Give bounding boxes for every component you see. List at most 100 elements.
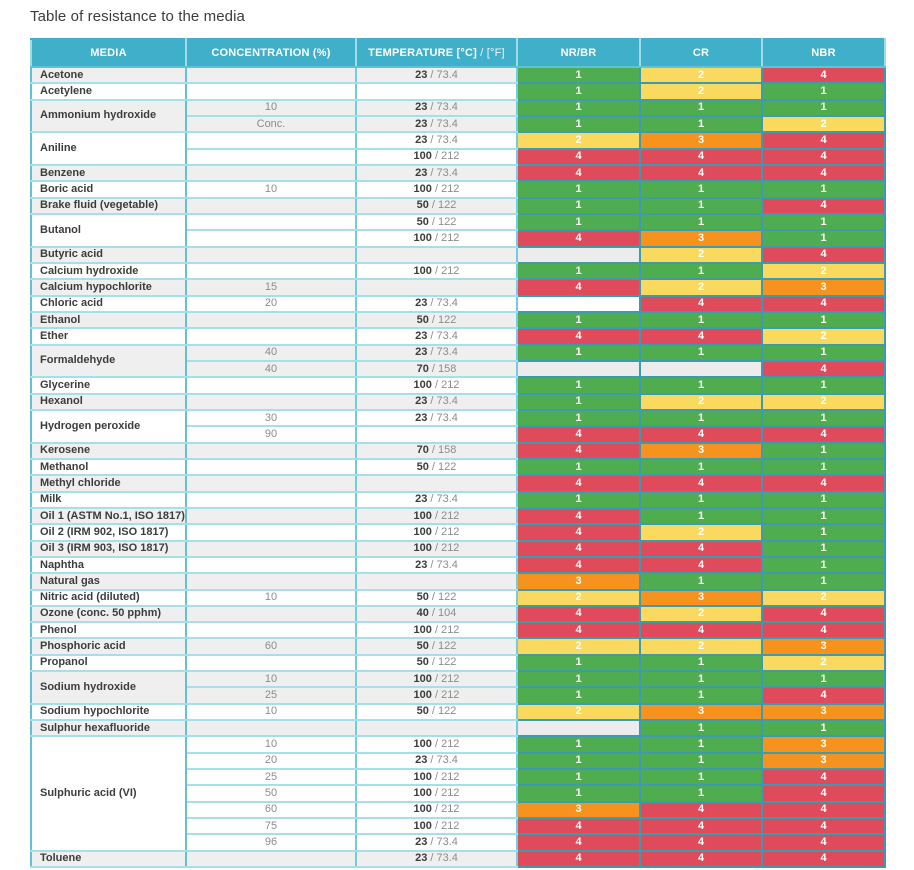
rating-cell-cr: 1 bbox=[639, 98, 763, 118]
rating-cell-cr: 1 bbox=[639, 506, 763, 526]
table-row: 20 23 / 73.4 1 1 3 bbox=[31, 751, 886, 771]
rating-cell-nr-br: 2 bbox=[516, 637, 641, 656]
concentration-cell bbox=[185, 621, 357, 640]
concentration-cell bbox=[185, 572, 357, 591]
temperature-cell bbox=[355, 245, 518, 264]
table-row: Methyl chloride 4 4 4 bbox=[30, 474, 886, 493]
rating-cell-nbr: 4 bbox=[761, 686, 886, 705]
temperature-cell: 100 / 212 bbox=[355, 784, 518, 803]
concentration-cell: 60 bbox=[185, 800, 357, 820]
rating-cell-cr: 3 bbox=[639, 229, 763, 248]
temperature-cell: 23 / 73.4 bbox=[355, 849, 518, 869]
rating-cell-nbr: 4 bbox=[761, 294, 886, 313]
media-cell: Ammonium hydroxide bbox=[30, 98, 187, 134]
media-cell: Natural gas bbox=[30, 572, 187, 591]
rating-cell-cr: 1 bbox=[639, 196, 763, 215]
table-row: Chloric acid 20 23 / 73.4 4 4 bbox=[30, 294, 886, 313]
media-cell: Boric acid bbox=[30, 180, 187, 199]
rating-cell-nr-br: 2 bbox=[516, 588, 641, 607]
rating-cell-nr-br: 1 bbox=[516, 65, 641, 85]
rating-cell-nbr: 1 bbox=[761, 490, 886, 509]
temperature-cell: 23 / 73.4 bbox=[355, 294, 518, 313]
concentration-cell: 40 bbox=[185, 359, 357, 379]
rating-cell-nbr: 1 bbox=[761, 98, 886, 118]
rating-cell-nr-br: 1 bbox=[516, 180, 641, 199]
rating-cell-nr-br: 4 bbox=[516, 539, 641, 558]
media-cell: Methyl chloride bbox=[30, 474, 187, 493]
temperature-cell: 100 / 212 bbox=[355, 621, 518, 640]
concentration-cell: 10 bbox=[185, 670, 357, 689]
temperature-cell: 23 / 73.4 bbox=[355, 131, 518, 150]
resistance-table: MEDIA CONCENTRATION (%) TEMPERATURE [°C]… bbox=[30, 38, 886, 869]
rating-cell-nbr: 4 bbox=[761, 359, 886, 379]
rating-cell-cr: 1 bbox=[639, 719, 763, 738]
rating-cell-nbr: 3 bbox=[761, 637, 886, 656]
rating-cell-cr: 2 bbox=[639, 637, 763, 656]
rating-cell-nr-br: 4 bbox=[516, 833, 641, 852]
rating-cell-nr-br: 1 bbox=[516, 82, 641, 101]
rating-cell-cr: 4 bbox=[639, 425, 763, 444]
rating-cell-nbr: 4 bbox=[761, 163, 886, 183]
rating-cell-nbr: 4 bbox=[761, 474, 886, 493]
rating-cell-nbr: 4 bbox=[761, 131, 886, 150]
rating-cell-nbr: 1 bbox=[761, 441, 886, 460]
rating-cell-nr-br: 1 bbox=[516, 212, 641, 232]
rating-cell-nbr: 4 bbox=[761, 817, 886, 836]
temperature-cell: 50 / 122 bbox=[355, 653, 518, 673]
temperature-cell: 100 / 212 bbox=[355, 261, 518, 281]
rating-cell-nr-br: 4 bbox=[516, 621, 641, 640]
rating-cell-nr-br bbox=[516, 719, 641, 738]
concentration-cell bbox=[185, 131, 357, 150]
rating-cell-cr: 1 bbox=[639, 784, 763, 803]
concentration-cell: 50 bbox=[185, 784, 357, 803]
temperature-cell: 100 / 212 bbox=[355, 229, 518, 248]
concentration-cell: 10 bbox=[185, 735, 357, 754]
rating-cell-nr-br: 4 bbox=[516, 474, 641, 493]
media-cell: Glycerine bbox=[30, 376, 187, 395]
concentration-cell: 40 bbox=[185, 343, 357, 362]
table-row: Sodium hydroxide 10 100 / 212 1 1 1 bbox=[30, 670, 886, 705]
media-cell: Hydrogen peroxide bbox=[30, 408, 187, 444]
table-row: Ammonium hydroxide 10 23 / 73.4 1 1 1 bbox=[30, 98, 886, 134]
table-row: Toluene 23 / 73.4 4 4 4 bbox=[30, 849, 886, 869]
rating-cell-cr: 1 bbox=[639, 310, 763, 330]
media-cell: Ethanol bbox=[30, 310, 187, 330]
concentration-cell bbox=[185, 849, 357, 869]
concentration-cell bbox=[185, 196, 357, 215]
table-row: Kerosene 70 / 158 4 3 1 bbox=[30, 441, 886, 460]
rating-cell-nbr: 4 bbox=[761, 849, 886, 869]
rating-cell-nbr: 1 bbox=[761, 523, 886, 542]
rating-cell-nbr: 1 bbox=[761, 539, 886, 558]
rating-cell-nbr: 4 bbox=[761, 425, 886, 444]
rating-cell-cr: 1 bbox=[639, 180, 763, 199]
table-row: Glycerine 100 / 212 1 1 1 bbox=[30, 376, 886, 395]
media-cell: Toluene bbox=[30, 849, 187, 869]
rating-cell-cr: 4 bbox=[639, 817, 763, 836]
table-row: Calcium hypochlorite 15 4 2 3 bbox=[30, 278, 886, 297]
temperature-cell: 50 / 122 bbox=[355, 637, 518, 656]
rating-cell-nr-br: 1 bbox=[516, 376, 641, 395]
media-cell: Sodium hypochlorite bbox=[30, 702, 187, 722]
media-cell: Propanol bbox=[30, 653, 187, 673]
concentration-cell bbox=[185, 376, 357, 395]
media-cell: Naphtha bbox=[30, 555, 187, 575]
temperature-cell: 100 / 212 bbox=[355, 670, 518, 689]
temperature-cell: 100 / 212 bbox=[355, 523, 518, 542]
rating-cell-nbr: 3 bbox=[761, 751, 886, 771]
concentration-cell bbox=[185, 327, 357, 346]
rating-cell-nbr: 2 bbox=[761, 261, 886, 281]
media-cell: Phosphoric acid bbox=[30, 637, 187, 656]
col-header-nbr: NBR bbox=[761, 38, 886, 68]
rating-cell-cr: 4 bbox=[639, 294, 763, 313]
table-row: Butanol 50 / 122 1 1 1 bbox=[30, 212, 886, 248]
table-row: Naphtha 23 / 73.4 4 4 1 bbox=[30, 555, 886, 575]
temperature-cell: 23 / 73.4 bbox=[355, 555, 518, 575]
table-row: Hexanol 23 / 73.4 1 2 2 bbox=[30, 392, 886, 411]
temperature-cell bbox=[355, 82, 518, 101]
concentration-cell bbox=[185, 604, 357, 624]
media-cell: Butyric acid bbox=[30, 245, 187, 264]
rating-cell-nr-br: 4 bbox=[516, 327, 641, 346]
rating-cell-nr-br: 1 bbox=[516, 784, 641, 803]
rating-cell-nr-br: 1 bbox=[516, 768, 641, 787]
